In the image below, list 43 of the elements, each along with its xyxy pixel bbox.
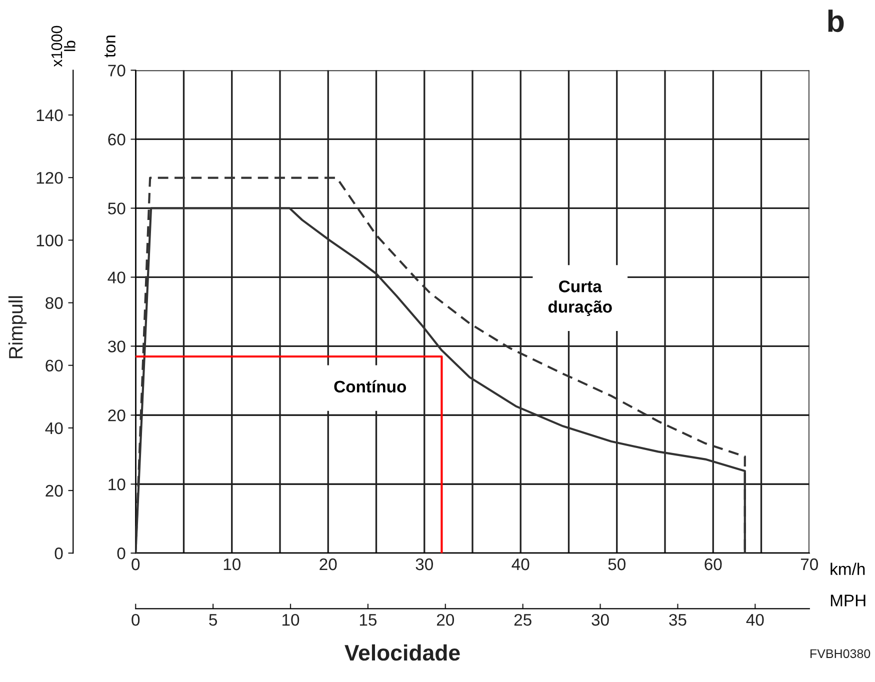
y2-tick-label: 20 [46,484,63,497]
text: Rimpull [8,296,27,358]
y-tick-label: 40 [108,272,126,284]
x-tick-label: 70 [800,558,818,570]
x-tick-label: 50 [608,558,626,570]
x-tick-label: 40 [512,558,530,570]
y-tick-label: 70 [108,64,126,76]
y-tick-label: 30 [108,340,126,352]
y-tick-label: 10 [108,478,126,490]
y-axis-title: ton [104,36,116,58]
x2-axis-title: MPH [830,594,866,606]
annotation: Curta duração [548,280,612,316]
annotation: Contínuo [334,380,406,393]
x2-tick-label: 35 [669,614,686,626]
y2-tick-label: 140 [36,109,63,122]
y2-axis-title: x1000 lb [51,26,76,67]
x2-tick-label: 0 [132,614,140,626]
y2-tick-label: 80 [46,297,63,309]
y-tick-label: 20 [108,410,126,422]
x2-tick-label: 5 [209,614,218,626]
x-tick-label: 60 [704,558,722,570]
y-tick-label: 0 [117,548,126,560]
x2-tick-label: 20 [436,614,454,626]
x-tick-label: 10 [224,558,240,570]
text: b [828,10,844,32]
y2-tick-label: 40 [45,422,63,434]
x2-tick-label: 25 [514,614,532,626]
y2-tick-label: 0 [54,548,63,560]
x2-tick-label: 40 [746,614,764,626]
x2-tick-label: 10 [282,614,300,626]
x-tick-label: 30 [416,558,433,570]
y-tick-label: 60 [108,134,126,146]
x2-tick-label: 15 [360,614,377,626]
y2-tick-label: 60 [46,360,63,372]
y2-tick-label: 100 [36,234,63,246]
y-tick-label: 50 [108,202,126,214]
x-tick-label: 20 [320,558,337,570]
text: FVBH0380 [810,649,870,658]
x-tick-label: 0 [132,558,140,570]
y2-tick-label: 120 [36,172,63,184]
text: Velocidade [344,644,460,661]
x-axis-title: km/h [830,562,865,575]
x2-tick-label: 30 [592,614,609,626]
